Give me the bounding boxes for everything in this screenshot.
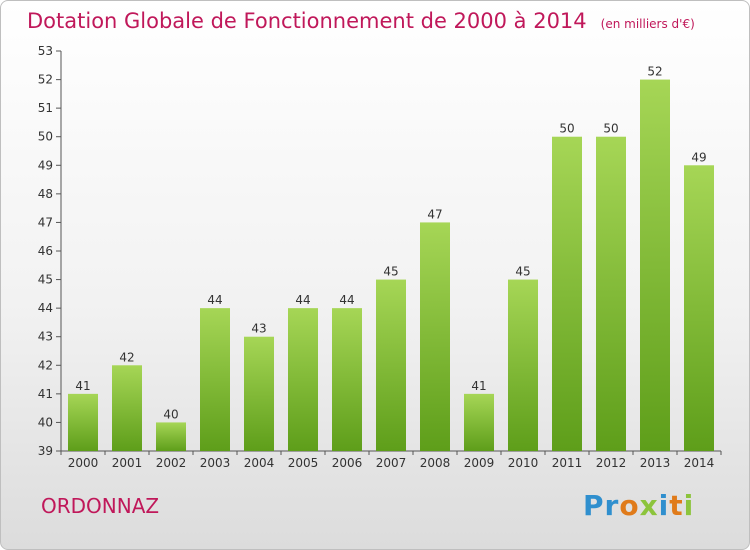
value-label-2003: 44	[207, 293, 222, 307]
y-tick-label: 51	[38, 101, 53, 115]
x-tick-label-2008: 2008	[420, 456, 451, 470]
x-tick-label-2003: 2003	[200, 456, 231, 470]
chart-title: Dotation Globale de Fonctionnement de 20…	[27, 9, 695, 33]
value-label-2008: 47	[427, 207, 442, 221]
value-label-2010: 45	[515, 265, 530, 279]
y-tick-label: 44	[38, 301, 53, 315]
bar-2014	[684, 165, 714, 452]
value-label-2004: 43	[251, 322, 266, 336]
value-label-2014: 49	[691, 150, 706, 164]
x-tick-label-2004: 2004	[244, 456, 275, 470]
x-tick-label-2005: 2005	[288, 456, 319, 470]
x-tick-label-2009: 2009	[464, 456, 495, 470]
x-tick-label-2006: 2006	[332, 456, 363, 470]
x-tick-label-2010: 2010	[508, 456, 539, 470]
bar-2010	[508, 279, 538, 451]
y-tick-label: 42	[38, 358, 53, 372]
value-label-2013: 52	[647, 65, 662, 79]
x-tick-label-2007: 2007	[376, 456, 407, 470]
bar-2009	[464, 393, 494, 451]
value-label-2006: 44	[339, 293, 354, 307]
bar-2001	[112, 365, 142, 451]
y-tick-label: 43	[38, 330, 53, 344]
bar-2008	[420, 222, 450, 451]
value-label-2001: 42	[119, 350, 134, 364]
y-tick-label: 41	[38, 387, 53, 401]
bar-2007	[376, 279, 406, 451]
value-label-2005: 44	[295, 293, 310, 307]
bar-2002	[156, 422, 186, 451]
y-tick-label: 45	[38, 273, 53, 287]
commune-name: ORDONNAZ	[41, 494, 160, 518]
x-tick-label-2002: 2002	[156, 456, 187, 470]
x-tick-label-2013: 2013	[640, 456, 671, 470]
y-tick-label: 40	[38, 415, 53, 429]
x-tick-label-2001: 2001	[112, 456, 143, 470]
value-label-2007: 45	[383, 265, 398, 279]
y-tick-label: 47	[38, 215, 53, 229]
bar-2013	[640, 79, 670, 452]
x-tick-label-2014: 2014	[684, 456, 715, 470]
bar-2011	[552, 136, 582, 451]
y-tick-label: 39	[38, 444, 53, 458]
value-label-2011: 50	[559, 122, 574, 136]
chart-unit: (en milliers d'€)	[600, 17, 695, 31]
y-tick-label: 50	[38, 130, 53, 144]
y-tick-label: 48	[38, 187, 53, 201]
x-tick-label-2011: 2011	[552, 456, 583, 470]
y-tick-label: 52	[38, 73, 53, 87]
y-tick-label: 53	[38, 44, 53, 58]
bar-2000	[68, 393, 98, 451]
value-label-2009: 41	[471, 379, 486, 393]
x-tick-label-2000: 2000	[68, 456, 99, 470]
bar-2006	[332, 308, 362, 451]
value-label-2002: 40	[163, 407, 178, 421]
value-label-2012: 50	[603, 122, 618, 136]
proxiti-logo: Proxiti	[583, 489, 695, 522]
chart-title-text: Dotation Globale de Fonctionnement de 20…	[27, 9, 587, 33]
bar-2003	[200, 308, 230, 451]
x-tick-label-2012: 2012	[596, 456, 627, 470]
value-label-2000: 41	[75, 379, 90, 393]
bar-2004	[244, 336, 274, 451]
bar-2012	[596, 136, 626, 451]
y-tick-label: 49	[38, 158, 53, 172]
y-tick-label: 46	[38, 244, 53, 258]
bar-2005	[288, 308, 318, 451]
